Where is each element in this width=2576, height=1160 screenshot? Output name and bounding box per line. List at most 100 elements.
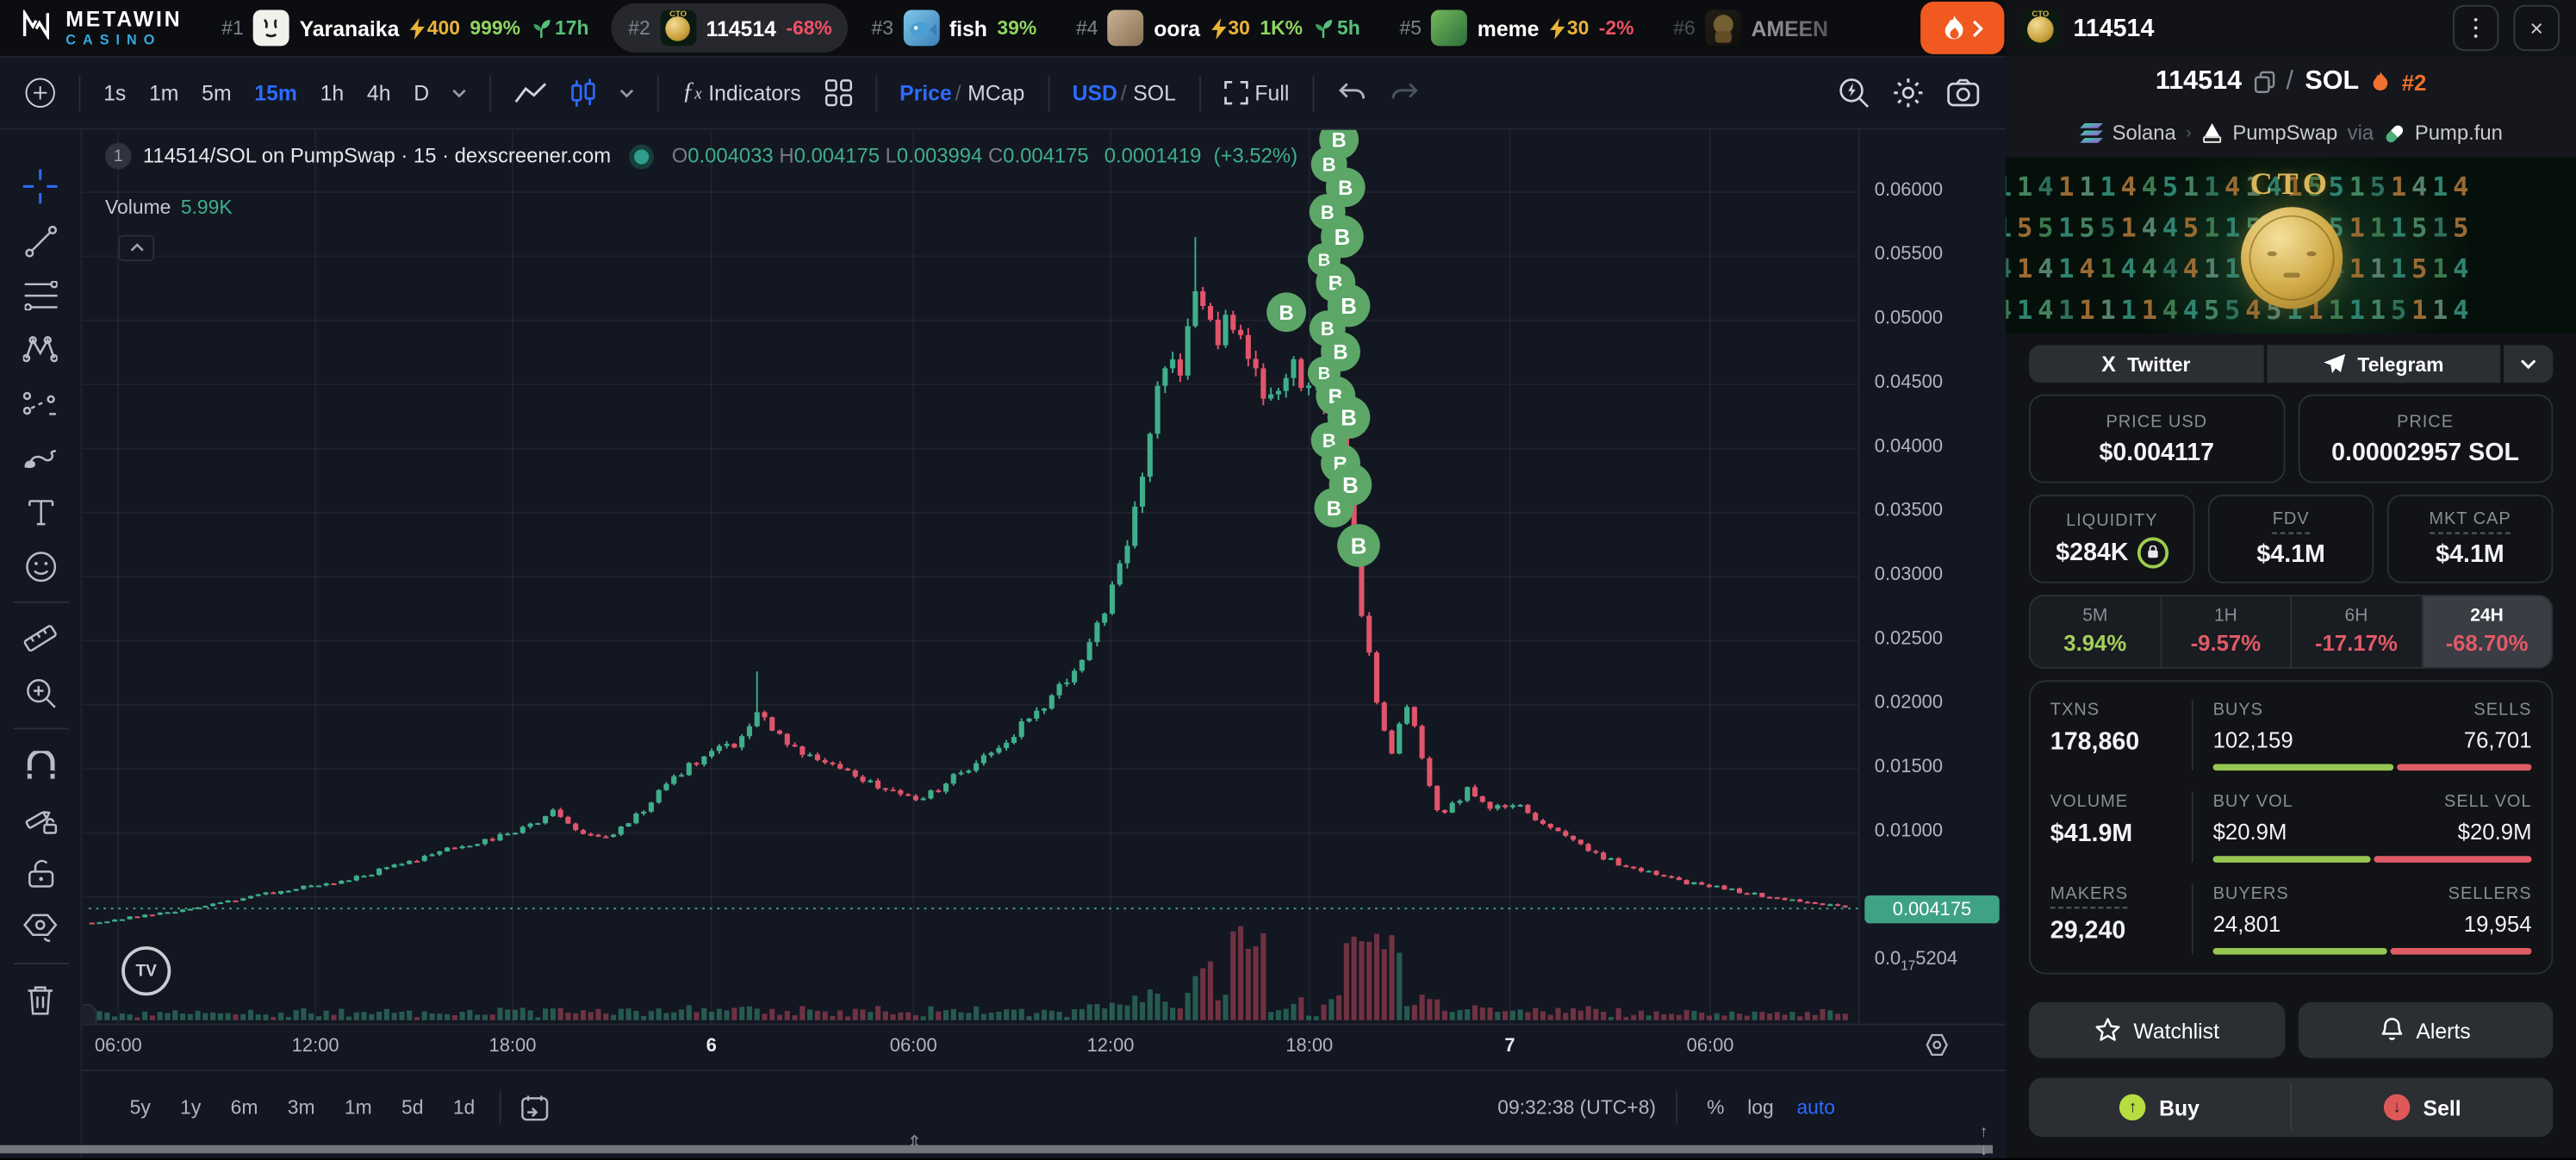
trending-item-oora[interactable]: #4 oora 30 1K% 5h: [1060, 3, 1377, 53]
range-3m[interactable]: 3m: [287, 1095, 315, 1119]
interval-D[interactable]: D: [414, 80, 430, 106]
toggle-sol[interactable]: SOL: [1133, 80, 1176, 106]
zoom-in-tool-icon[interactable]: [12, 665, 68, 720]
range-5y[interactable]: 5y: [129, 1095, 151, 1119]
drawing-lock-tool-icon[interactable]: [12, 792, 68, 846]
toggle-usd[interactable]: USD: [1072, 80, 1117, 106]
trending-item-fish[interactable]: #3 fish 39%: [855, 3, 1053, 53]
crosshair-tool-icon[interactable]: [12, 159, 68, 214]
series-visibility-dot[interactable]: [629, 143, 654, 169]
fib-retracement-tool-icon[interactable]: [12, 268, 68, 322]
emoji-tool-icon[interactable]: [12, 539, 68, 593]
percent-scale-toggle[interactable]: %: [1707, 1095, 1725, 1119]
log-scale-toggle[interactable]: log: [1747, 1095, 1774, 1119]
pair-base: 114514: [2155, 67, 2243, 96]
lock-all-tool-icon[interactable]: [12, 846, 68, 901]
sidebar-close-button[interactable]: ×: [2513, 4, 2560, 52]
brush-tool-icon[interactable]: [12, 430, 68, 484]
trending-item-AMEEN[interactable]: #6 AMEEN: [1657, 3, 1845, 53]
trending-expand-button[interactable]: [1920, 1, 2005, 54]
scroll-down-arrow[interactable]: ↓: [1979, 1141, 1988, 1160]
trending-item-Yaranaika[interactable]: #1 Yaranaika 400 999% 17h: [205, 3, 605, 53]
trending-list: #1 Yaranaika 400 999% 17h #2 CTO 114514 -68% #3 fi…: [205, 3, 1845, 53]
snapshot-camera-icon[interactable]: [1947, 78, 1980, 107]
interval-1h[interactable]: 1h: [320, 80, 345, 106]
line-style-button[interactable]: [503, 81, 559, 104]
sidebar-menu-button[interactable]: [2452, 4, 2499, 52]
range-1m[interactable]: 1m: [344, 1095, 372, 1119]
watchlist-button[interactable]: Watchlist: [2029, 1001, 2285, 1058]
forecast-tool-icon[interactable]: [12, 377, 68, 431]
token-avatar: [1705, 9, 1742, 47]
scroll-up-arrow[interactable]: ↑: [1979, 1123, 1988, 1142]
trend-line-tool-icon[interactable]: [12, 214, 68, 268]
range-1y[interactable]: 1y: [180, 1095, 202, 1119]
lightning-icon: [1210, 17, 1226, 39]
interval-15m[interactable]: 15m: [254, 80, 297, 106]
ruler-tool-icon[interactable]: [12, 611, 68, 665]
buy-marker[interactable]: B: [1266, 292, 1306, 333]
quick-search-icon[interactable]: [1839, 78, 1870, 109]
flame-icon: [1944, 15, 1963, 39]
alerts-button[interactable]: Alerts: [2297, 1001, 2554, 1058]
indicators-button[interactable]: ƒx Indicators: [681, 78, 801, 106]
trending-item-meme[interactable]: #5 meme 30 -2%: [1383, 3, 1650, 53]
range-6m[interactable]: 6m: [230, 1095, 258, 1119]
perf-tab-6H[interactable]: 6H -17.17%: [2292, 596, 2421, 667]
chart-symbol-title[interactable]: 114514/SOL on PumpSwap · 15 · dexscreene…: [142, 144, 612, 168]
launchpad-label[interactable]: Pump.fun: [2414, 122, 2503, 145]
range-1d[interactable]: 1d: [452, 1095, 476, 1119]
socials-expand-chevron[interactable]: [2504, 345, 2554, 384]
left-panel-collapse-tab[interactable]: ‹: [82, 1003, 97, 1024]
liquidity-lock-icon[interactable]: [2137, 536, 2168, 568]
xabcd-pattern-tool-icon[interactable]: [12, 322, 68, 377]
text-tool-icon[interactable]: [12, 484, 68, 539]
metawin-brand[interactable]: METAWIN CASINO: [0, 7, 205, 47]
redo-button[interactable]: [1378, 81, 1430, 104]
hide-drawings-tool-icon[interactable]: [12, 901, 68, 955]
time-axis[interactable]: 06:00 12:00 18:00 6 06:00 12:00 18:00 7 06:00: [82, 1023, 2007, 1070]
perf-tab-1H[interactable]: 1H -9.57%: [2161, 596, 2291, 667]
twitter-button[interactable]: X Twitter: [2029, 345, 2263, 384]
sell-button[interactable]: ↓ Sell: [2292, 1078, 2553, 1138]
remove-drawings-tool-icon[interactable]: [12, 973, 68, 1027]
toggle-mcap[interactable]: MCap: [968, 80, 1025, 106]
telegram-button[interactable]: Telegram: [2266, 345, 2501, 384]
interval-4h[interactable]: 4h: [366, 80, 391, 106]
clock-label[interactable]: 09:32:38 (UTC+8): [1497, 1095, 1657, 1119]
horizontal-scrollbar[interactable]: [0, 1144, 1994, 1154]
chain-label[interactable]: Solana: [2112, 122, 2176, 145]
settings-gear-icon[interactable]: [1893, 78, 1924, 109]
auto-scale-toggle[interactable]: auto: [1796, 1095, 1835, 1119]
add-compare-button[interactable]: [13, 78, 67, 109]
copy-icon[interactable]: [2253, 71, 2274, 94]
axis-settings-icon[interactable]: [1924, 1032, 1951, 1066]
interval-dropdown[interactable]: [440, 88, 478, 97]
layout-grid-button[interactable]: [812, 79, 863, 107]
magnet-tool-icon[interactable]: [12, 738, 68, 792]
perf-tab-24H[interactable]: 24H -68.70%: [2422, 596, 2552, 667]
dex-label[interactable]: PumpSwap: [2232, 122, 2338, 145]
undo-button[interactable]: [1325, 81, 1378, 104]
fullscreen-button[interactable]: Full: [1212, 80, 1301, 105]
pane-collapse-chevron[interactable]: [118, 234, 155, 262]
toggle-price[interactable]: Price: [899, 80, 952, 106]
style-dropdown[interactable]: [608, 88, 646, 97]
buy-marker[interactable]: B: [1337, 524, 1380, 567]
seedling-icon: [532, 19, 551, 38]
stats-row-VOLUME: VOLUME $41.9M BUY VOL SELL VOL $20.9M $20.9M: [2050, 791, 2532, 863]
buy-button[interactable]: ↑ Buy: [2029, 1078, 2290, 1138]
goto-date-icon[interactable]: [511, 1094, 558, 1121]
price-axis[interactable]: 0.06000 0.05500 0.05000 0.04500 0.04000 0.035…: [1857, 129, 2007, 1024]
interval-5m[interactable]: 5m: [202, 80, 232, 106]
interval-1m[interactable]: 1m: [149, 80, 179, 106]
buy-marker[interactable]: B: [1314, 488, 1354, 527]
perf-tab-5M[interactable]: 5M 3.94%: [2030, 596, 2160, 667]
tradingview-logo[interactable]: TV: [121, 946, 171, 996]
range-5d[interactable]: 5d: [401, 1095, 424, 1119]
candle-style-button[interactable]: [559, 78, 608, 108]
trending-item-114514[interactable]: #2 CTO 114514 -68%: [612, 3, 849, 53]
interval-1s[interactable]: 1s: [103, 80, 127, 106]
